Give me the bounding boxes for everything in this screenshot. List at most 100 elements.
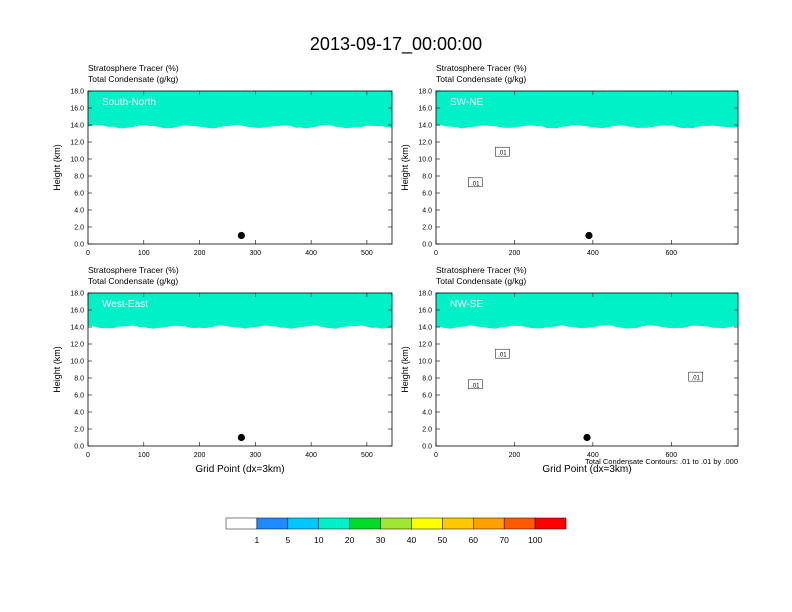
panel-title-condensate: Total Condensate (g/kg) (88, 74, 178, 84)
y-tick-label: 16.0 (418, 106, 432, 113)
contour-label-box (468, 177, 483, 188)
y-tick-label: 14.0 (418, 325, 432, 332)
tracer-band-10 (436, 293, 738, 329)
panel-label: South-North (102, 97, 156, 108)
y-tick-label: 10.0 (70, 359, 84, 366)
panel-title-tracer: Stratosphere Tracer (%) (436, 265, 527, 275)
plot-frame (435, 90, 739, 245)
y-tick-label: 0.0 (74, 242, 84, 249)
x-tick-label: 0 (434, 452, 438, 459)
y-tick-label: 8.0 (422, 174, 432, 181)
x-tick-label: 600 (665, 250, 677, 257)
panel-nw-se: Stratosphere Tracer (%)Total Condensate … (400, 265, 739, 475)
tracer-band-10 (436, 91, 738, 129)
y-tick-label: 0.0 (422, 242, 432, 249)
contour-label: .01 (692, 376, 701, 382)
colorbar-swatch (287, 517, 319, 530)
colorbar-label: 10 (314, 535, 324, 545)
location-marker (585, 231, 593, 240)
y-tick-label: 12.0 (418, 342, 432, 349)
x-tick-label: 500 (361, 250, 373, 257)
colorbar-label: 30 (376, 535, 386, 545)
x-tick-label: 100 (138, 452, 150, 459)
x-axis-label: Grid Point (dx=3km) (195, 464, 284, 475)
y-tick-label: 10.0 (418, 157, 432, 164)
plot-area (436, 293, 738, 329)
contour-label-box (468, 379, 483, 390)
colorbar-label: 70 (499, 535, 509, 545)
tracer-band-10 (88, 91, 392, 129)
y-tick-label: 16.0 (418, 308, 432, 315)
x-tick-label: 300 (249, 250, 261, 257)
plot-frame (435, 292, 739, 447)
y-tick-label: 6.0 (422, 191, 432, 198)
y-tick-label: 0.0 (74, 444, 84, 451)
tracer-band-10 (88, 293, 392, 329)
x-tick-label: 400 (305, 452, 317, 459)
location-marker (583, 433, 591, 442)
x-tick-label: 200 (194, 250, 206, 257)
y-tick-label: 14.0 (418, 123, 432, 130)
x-tick-label: 500 (361, 452, 373, 459)
panel-label: West-East (102, 299, 148, 310)
y-tick-label: 6.0 (74, 191, 84, 198)
y-axis-label: Height (km) (52, 346, 62, 393)
y-tick-label: 14.0 (70, 325, 84, 332)
y-tick-label: 8.0 (422, 376, 432, 383)
panel-title-tracer: Stratosphere Tracer (%) (88, 265, 179, 275)
y-tick-label: 10.0 (418, 359, 432, 366)
x-tick-label: 400 (305, 250, 317, 257)
plot-area (436, 91, 738, 129)
colorbar-swatch (349, 517, 381, 530)
colorbar-label: 60 (469, 535, 479, 545)
plot-area (88, 293, 392, 329)
contour-label-box (688, 371, 703, 382)
y-tick-label: 2.0 (422, 427, 432, 434)
contour-label-box (495, 348, 510, 359)
panel-title-tracer: Stratosphere Tracer (%) (88, 63, 179, 73)
colorbar-label: 1 (255, 535, 260, 545)
colorbar-label: 5 (285, 535, 290, 545)
y-tick-label: 0.0 (422, 444, 432, 451)
y-axis-label: Height (km) (400, 144, 410, 191)
colorbar-swatch (225, 517, 258, 530)
colorbar-swatch (534, 517, 567, 530)
colorbar: 1 5 10 20 30 40 50 60 70 100 (225, 517, 567, 545)
contour-label: .01 (498, 151, 507, 157)
x-tick-label: 100 (138, 250, 150, 257)
colorbar-swatch (503, 517, 536, 530)
y-tick-label: 4.0 (74, 208, 84, 215)
colorbar-label: 100 (528, 535, 542, 545)
x-tick-label: 0 (434, 250, 438, 257)
panel-label: SW-NE (450, 97, 483, 108)
panel-title-condensate: Total Condensate (g/kg) (436, 74, 526, 84)
location-marker (237, 231, 245, 240)
panel-west-east: Stratosphere Tracer (%)Total Condensate … (52, 265, 393, 475)
colorbar-label: 40 (407, 535, 417, 545)
y-axis-label: Height (km) (52, 144, 62, 191)
panel-south-north: Stratosphere Tracer (%)Total Condensate … (52, 63, 393, 257)
y-tick-label: 4.0 (422, 208, 432, 215)
y-tick-label: 4.0 (422, 410, 432, 417)
x-tick-label: 0 (86, 250, 90, 257)
colorbar-swatch (442, 517, 474, 530)
y-tick-label: 2.0 (422, 225, 432, 232)
y-tick-label: 14.0 (70, 123, 84, 130)
x-tick-label: 200 (194, 452, 206, 459)
y-tick-label: 10.0 (70, 157, 84, 164)
x-tick-label: 400 (587, 250, 599, 257)
x-tick-label: 400 (587, 452, 599, 459)
y-tick-label: 18.0 (70, 291, 84, 298)
y-tick-label: 4.0 (74, 410, 84, 417)
colorbar-swatch (411, 517, 443, 530)
x-tick-label: 200 (509, 250, 521, 257)
colorbar-label: 50 (438, 535, 448, 545)
plot-frame (87, 90, 393, 245)
y-tick-label: 12.0 (418, 140, 432, 147)
panel-sw-ne: Stratosphere Tracer (%)Total Condensate … (400, 63, 739, 257)
panel-label: NW-SE (450, 299, 483, 310)
plot-area (88, 91, 392, 129)
figure-title: 2013-09-17_00:00:00 (310, 34, 482, 55)
x-tick-label: 0 (86, 452, 90, 459)
